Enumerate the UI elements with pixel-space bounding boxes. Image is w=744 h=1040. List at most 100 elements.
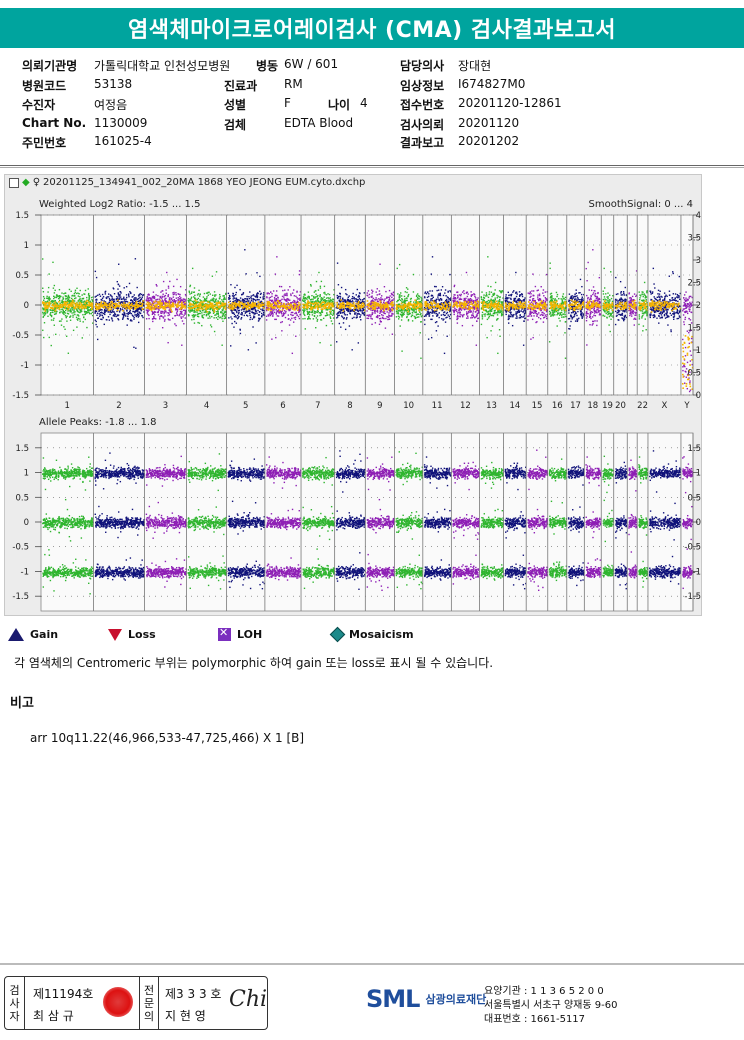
handwritten-signature: Chi xyxy=(229,987,267,1012)
file-title-text: 20201125_134941_002_20MA 1868 YEO JEONG … xyxy=(43,177,365,188)
chromosome-label-16: 16 xyxy=(552,401,563,411)
top-y-tick-label: 0 xyxy=(24,301,29,311)
chromosome-label-6: 6 xyxy=(280,401,285,411)
centromere-note: 각 염색체의 Centromeric 부위는 polymorphic 하여 ga… xyxy=(14,654,493,671)
chromosome-label-12: 12 xyxy=(460,401,471,411)
top-y-tick-label: 0.5 xyxy=(15,271,29,281)
doctor-label: 담당의사 xyxy=(400,57,444,74)
top-panel-label: Weighted Log2 Ratio: -1.5 ... 1.5 xyxy=(39,199,200,210)
id-value: 161025-4 xyxy=(94,134,152,148)
cma-plot-svg: 1 2 3 4 5 6 7 8 9 10 11 12 13 14 15 16 17 18 19 20 22 X Y1.510… xyxy=(5,175,703,617)
specialist-label-char: 의 xyxy=(144,1010,154,1023)
bottom-y-tick-label: -1 xyxy=(21,567,29,577)
report-title: 염색체마이크로어레이검사 (CMA) 검사결과보고서 xyxy=(0,8,744,48)
chromosome-label-Y: Y xyxy=(683,401,690,411)
code-label: 병원코드 xyxy=(22,77,66,94)
contact-line-3: 대표번호 : 1661-5117 xyxy=(484,1013,617,1027)
reception-value: 20201120-12861 xyxy=(458,96,562,110)
chromosome-label-10: 10 xyxy=(403,401,414,411)
patient-value: 여정음 xyxy=(94,96,127,113)
legend-gain-label: Gain xyxy=(30,628,58,641)
specialist-number: 제3 3 3 호 xyxy=(165,985,221,1002)
gain-icon xyxy=(8,628,24,641)
id-label: 주민번호 xyxy=(22,134,66,151)
chromosome-label-14: 14 xyxy=(509,401,520,411)
remark-body: arr 10q11.22(46,966,533-47,725,466) X 1 … xyxy=(30,731,304,745)
dept-value: RM xyxy=(284,77,303,91)
request-value: 20201120 xyxy=(458,116,519,130)
chromosome-label-13: 13 xyxy=(486,401,497,411)
legend-loh: LOH xyxy=(218,628,262,641)
code-value: 53138 xyxy=(94,77,132,91)
chromosome-label-17: 17 xyxy=(570,401,581,411)
patient-info-block: 의뢰기관명 가톨릭대학교 인천성모병원 병동 6W / 601 담당의사 장대현… xyxy=(22,55,742,153)
legend-loh-label: LOH xyxy=(237,628,262,641)
bottom-y2-tick-label: -1 xyxy=(693,567,701,577)
specialist-label-char: 문 xyxy=(144,997,154,1010)
chart-no-label: Chart No. xyxy=(22,116,86,130)
contact-line-1: 요양기관 : 1 1 3 6 5 2 0 0 xyxy=(484,985,617,999)
chromosome-label-18: 18 xyxy=(587,401,598,411)
request-label: 검사의뢰 xyxy=(400,116,444,133)
female-icon: ♀ xyxy=(33,177,40,188)
gene-icon: ◆ xyxy=(22,177,30,188)
specialist-name: 지 현 영 xyxy=(165,1007,206,1024)
bottom-y2-tick-label: 1.5 xyxy=(687,444,701,454)
top-y2-tick-label: 4 xyxy=(696,211,701,221)
ward-label: 병동 xyxy=(256,57,278,74)
loh-icon xyxy=(218,628,231,641)
age-value: 4 xyxy=(360,96,368,110)
bottom-y2-tick-label: 1 xyxy=(696,469,701,479)
bottom-y-tick-label: 0.5 xyxy=(15,493,29,503)
bottom-y2-tick-label: 0 xyxy=(696,518,701,528)
reception-label: 접수번호 xyxy=(400,96,444,113)
inspector-label-char: 자 xyxy=(9,1010,19,1023)
institution-contact: 요양기관 : 1 1 3 6 5 2 0 0 서울특별시 서초구 양재동 9-6… xyxy=(484,985,617,1027)
loss-icon xyxy=(108,629,122,641)
signature-box: 검 사 자 제11194호 최 삼 규 전 문 의 제3 3 3 호 지 현 영… xyxy=(4,976,268,1030)
remark-title: 비고 xyxy=(10,692,34,711)
bottom-panel-label: Allele Peaks: -1.8 ... 1.8 xyxy=(39,417,156,428)
chromosome-label-8: 8 xyxy=(347,401,352,411)
top-y2-tick-label: 2.5 xyxy=(687,279,701,289)
patient-label: 수진자 xyxy=(22,96,55,113)
top-y2-tick-label: 3.5 xyxy=(687,234,701,244)
hospital-label: 의뢰기관명 xyxy=(22,57,77,74)
chromosome-label-1: 1 xyxy=(65,401,70,411)
chromosome-label-19: 19 xyxy=(602,401,613,411)
top-y2-tick-label: 0 xyxy=(696,391,701,401)
chromosome-label-22: 22 xyxy=(637,401,648,411)
report-date-label: 결과보고 xyxy=(400,134,444,151)
chromosome-label-X: X xyxy=(662,401,668,411)
specimen-value: EDTA Blood xyxy=(284,116,353,130)
sex-value: F xyxy=(284,96,291,110)
top-y2-tick-label: 1.5 xyxy=(687,324,701,334)
inspector-label-char: 사 xyxy=(9,997,19,1010)
specimen-label: 검체 xyxy=(224,116,246,133)
bottom-y-tick-label: 1 xyxy=(24,469,29,479)
clinical-value: I674827M0 xyxy=(458,77,525,91)
inspector-name: 최 삼 규 xyxy=(33,1007,74,1024)
inspector-number: 제11194호 xyxy=(33,985,93,1002)
clinical-label: 임상정보 xyxy=(400,77,444,94)
bottom-y2-tick-label: -0.5 xyxy=(684,543,701,553)
age-label: 나이 xyxy=(328,96,350,113)
logo-mark: SML xyxy=(366,985,419,1013)
dept-label: 진료과 xyxy=(224,77,257,94)
legend-loss-label: Loss xyxy=(128,628,156,641)
bottom-y-tick-label: -0.5 xyxy=(12,543,29,553)
specialist-label-char: 전 xyxy=(144,984,154,997)
chromosome-label-15: 15 xyxy=(532,401,543,411)
chromosome-label-20: 20 xyxy=(615,401,626,411)
logo-name: 삼광의료재단 xyxy=(425,991,486,1007)
bottom-y-tick-label: 0 xyxy=(24,518,29,528)
legend-loss: Loss xyxy=(108,628,156,641)
chart-legend: Gain Loss LOH Mosaicism xyxy=(8,628,738,644)
chromosome-label-3: 3 xyxy=(163,401,168,411)
cma-chart: 1 2 3 4 5 6 7 8 9 10 11 12 13 14 15 16 17 18 19 20 22 X Y 1.5 1 0… xyxy=(4,174,702,616)
contact-line-2: 서울특별시 서초구 양재동 9-60 xyxy=(484,999,617,1013)
footer-divider xyxy=(0,963,744,966)
bottom-y-tick-label: -1.5 xyxy=(12,592,29,602)
sml-logo: SML 삼광의료재단 xyxy=(366,985,486,1013)
header-divider xyxy=(0,165,744,168)
